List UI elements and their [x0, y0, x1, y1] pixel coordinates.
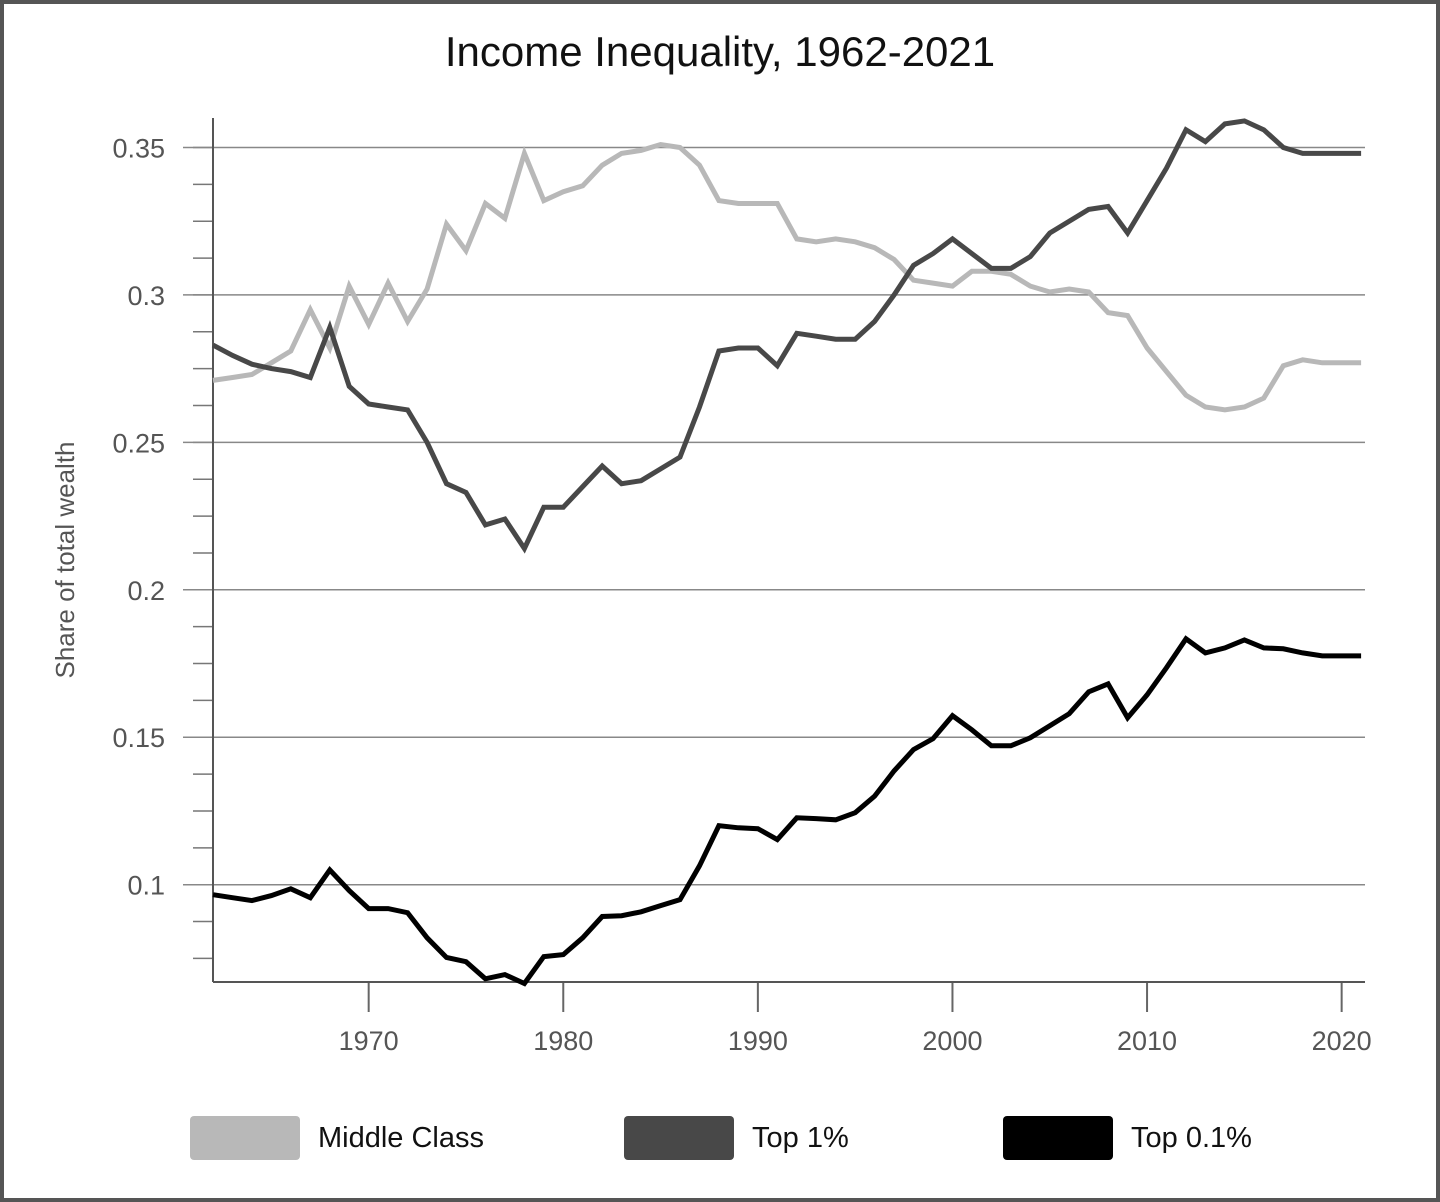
y-tick-label: 0.3: [127, 281, 165, 311]
legend-label: Middle Class: [318, 1121, 484, 1154]
legend-swatch-middle-class: [190, 1116, 300, 1160]
x-tick-label: 1980: [533, 1026, 593, 1056]
legend-swatch-top-1: [624, 1116, 734, 1160]
y-tick-label: 0.15: [112, 723, 165, 753]
legend-item-top-01: Top 0.1%: [1003, 1116, 1252, 1160]
y-tick-label: 0.35: [112, 133, 165, 163]
legend-item-top-1: Top 1%: [624, 1116, 849, 1160]
x-tick-label: 1990: [728, 1026, 788, 1056]
chart-title: Income Inequality, 1962-2021: [444, 28, 996, 75]
x-tick-label: 2020: [1312, 1026, 1372, 1056]
series-line-middle-class: [212, 141, 1362, 413]
y-tick-label: 0.1: [127, 871, 165, 901]
legend-label: Top 1%: [752, 1121, 849, 1154]
y-tick-label: 0.2: [127, 576, 165, 606]
x-tick-label: 1970: [339, 1026, 399, 1056]
legend-label: Top 0.1%: [1131, 1121, 1252, 1154]
legend-swatch-top-01: [1003, 1116, 1113, 1160]
y-axis-label: Share of total wealth: [50, 441, 80, 678]
y-tick-label: 0.25: [112, 428, 165, 458]
series-line-top-1: [211, 118, 1362, 554]
x-tick-label: 2000: [922, 1026, 982, 1056]
x-tick-label: 2010: [1117, 1026, 1177, 1056]
series-line-top-01: [212, 635, 1362, 987]
legend-item-middle-class: Middle Class: [190, 1116, 484, 1160]
